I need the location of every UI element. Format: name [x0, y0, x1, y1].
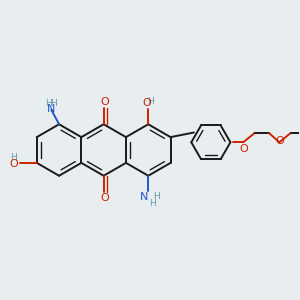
Text: O: O — [275, 136, 284, 146]
Text: O: O — [143, 98, 152, 108]
Text: H: H — [148, 97, 154, 106]
Text: O: O — [239, 144, 248, 154]
Text: H: H — [153, 192, 160, 201]
Text: N: N — [47, 104, 56, 114]
Text: O: O — [101, 194, 110, 203]
Text: O: O — [101, 97, 110, 106]
Text: H: H — [149, 199, 156, 208]
Text: H: H — [51, 99, 57, 108]
Text: O: O — [9, 159, 18, 169]
Text: H: H — [45, 99, 52, 108]
Text: N: N — [140, 192, 148, 203]
Text: H: H — [10, 153, 17, 162]
